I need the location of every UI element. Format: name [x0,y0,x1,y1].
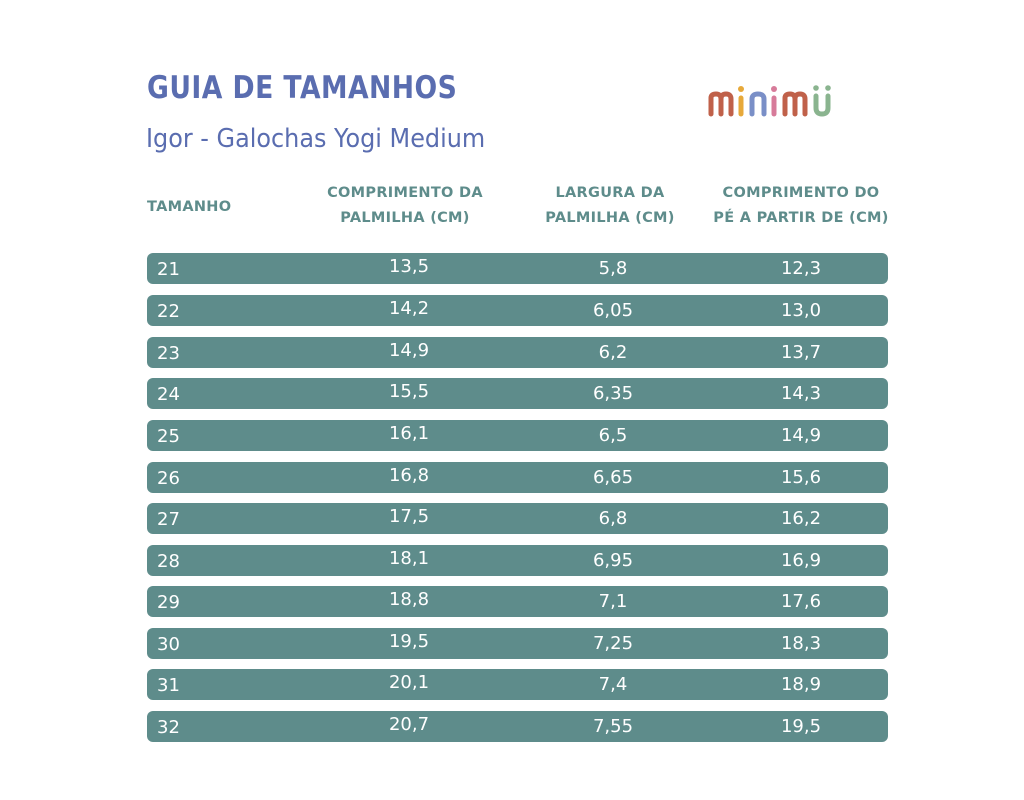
brand-logo [708,85,831,117]
cell-insole-length: 20,7 [388,714,430,735]
cell-size: 24 [157,384,180,405]
cell-foot-length: 16,2 [780,508,822,529]
column-header-insole-width: LARGURA DA PALMILHA (CM) [545,185,675,226]
cell-size: 30 [157,634,180,655]
cell-foot-length: 15,6 [780,467,822,488]
cell-size: 28 [157,551,180,572]
cell-insole-width: 5,8 [598,258,628,279]
cell-insole-length: 19,5 [388,631,430,652]
cell-insole-length: 15,5 [388,381,430,402]
cell-insole-width: 7,55 [592,716,634,737]
cell-insole-length: 18,8 [388,589,430,610]
cell-size: 31 [157,675,180,696]
cell-foot-length: 14,9 [780,425,822,446]
table-row: 21 13,5 5,8 12,3 [147,253,888,284]
table-row: 25 16,1 6,5 14,9 [147,420,888,451]
table-row: 26 16,8 6,65 15,6 [147,462,888,493]
cell-foot-length: 13,7 [780,342,822,363]
cell-insole-length: 14,2 [388,298,430,319]
cell-size: 29 [157,592,180,613]
cell-insole-width: 6,5 [598,425,628,446]
table-row: 23 14,9 6,2 13,7 [147,337,888,368]
cell-insole-width: 6,35 [592,383,634,404]
cell-size: 32 [157,717,180,738]
cell-foot-length: 12,3 [780,258,822,279]
cell-insole-width: 7,4 [598,674,628,695]
cell-foot-length: 19,5 [780,716,822,737]
cell-size: 27 [157,509,180,530]
cell-size: 21 [157,259,180,280]
cell-insole-length: 18,1 [388,548,430,569]
cell-insole-length: 16,8 [388,465,430,486]
table-row: 27 17,5 6,8 16,2 [147,503,888,534]
table-row: 22 14,2 6,05 13,0 [147,295,888,326]
cell-size: 23 [157,343,180,364]
cell-insole-length: 13,5 [388,256,430,277]
cell-size: 25 [157,426,180,447]
cell-foot-length: 14,3 [780,383,822,404]
column-header-foot-length: COMPRIMENTO DO PÉ A PARTIR DE (CM) [713,185,889,226]
cell-insole-length: 14,9 [388,340,430,361]
table-row: 29 18,8 7,1 17,6 [147,586,888,617]
cell-insole-length: 17,5 [388,506,430,527]
page-subtitle: Igor - Galochas Yogi Medium [146,124,486,154]
cell-insole-length: 20,1 [388,672,430,693]
cell-insole-width: 6,05 [592,300,634,321]
cell-foot-length: 17,6 [780,591,822,612]
table-row: 24 15,5 6,35 14,3 [147,378,888,409]
cell-foot-length: 16,9 [780,550,822,571]
table-row: 30 19,5 7,25 18,3 [147,628,888,659]
cell-insole-width: 7,1 [598,591,628,612]
cell-foot-length: 18,3 [780,633,822,654]
table-row: 28 18,1 6,95 16,9 [147,545,888,576]
cell-insole-width: 7,25 [592,633,634,654]
cell-insole-length: 16,1 [388,423,430,444]
cell-size: 22 [157,301,180,322]
column-header-size: TAMANHO [147,199,232,215]
cell-insole-width: 6,95 [592,550,634,571]
cell-insole-width: 6,2 [598,342,628,363]
cell-foot-length: 13,0 [780,300,822,321]
cell-size: 26 [157,468,180,489]
column-header-insole-length: COMPRIMENTO DA PALMILHA (CM) [327,185,483,226]
cell-insole-width: 6,8 [598,508,628,529]
cell-insole-width: 6,65 [592,467,634,488]
table-row: 31 20,1 7,4 18,9 [147,669,888,700]
page-title: GUIA DE TAMANHOS [147,70,458,106]
cell-foot-length: 18,9 [780,674,822,695]
table-row: 32 20,7 7,55 19,5 [147,711,888,742]
